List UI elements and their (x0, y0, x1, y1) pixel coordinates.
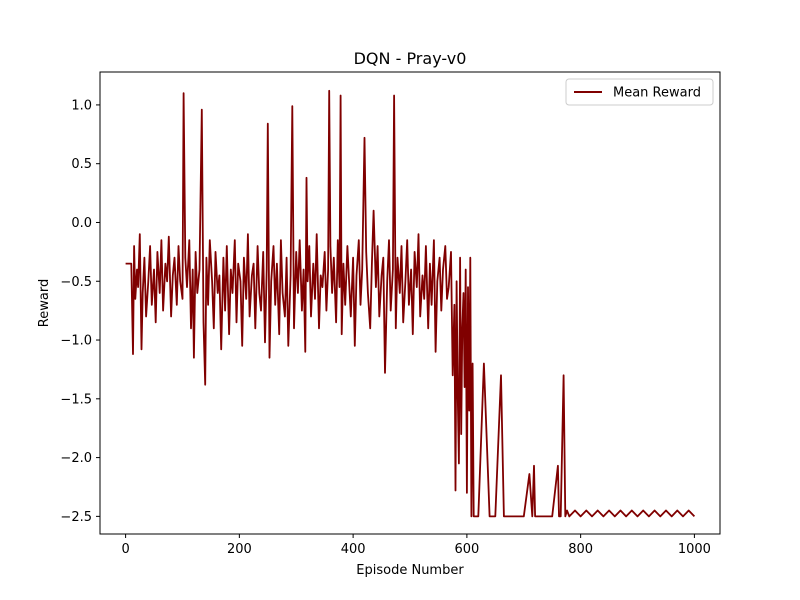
legend-box (565, 78, 714, 106)
y-tick-label: −0.5 (60, 275, 92, 290)
plot-content (125, 89, 696, 518)
y-tick-label: −2.5 (60, 510, 92, 525)
series-line-1 (125, 89, 696, 518)
x-axis: 0 200 400 600 800 1000 (121, 534, 711, 557)
x-tick-label: 200 (227, 542, 252, 557)
y-tick-label: 0.0 (71, 216, 92, 231)
x-tick-label: 600 (454, 542, 479, 557)
chart-title: DQN - Pray-v0 (354, 49, 467, 68)
y-tick-label: −1.0 (60, 334, 92, 349)
y-tick-label: 1.0 (71, 98, 92, 113)
y-tick-label: −1.5 (60, 392, 92, 407)
legend: Mean Reward (565, 78, 714, 106)
y-axis: −2.5 −2.0 −1.5 −1.0 −0.5 0.0 0.5 1.0 (60, 98, 100, 525)
x-tick-label: 800 (568, 542, 593, 557)
x-tick-label: 1000 (678, 542, 711, 557)
plot-frame (99, 71, 721, 535)
y-tick-label: 0.5 (71, 157, 92, 172)
legend-entry-label: Mean Reward (613, 86, 701, 101)
x-axis-label: Episode Number (356, 563, 464, 578)
y-tick-label: −2.0 (60, 451, 92, 466)
x-tick-label: 0 (121, 542, 129, 557)
y-axis-label: Reward (37, 279, 52, 327)
x-tick-label: 400 (341, 542, 366, 557)
